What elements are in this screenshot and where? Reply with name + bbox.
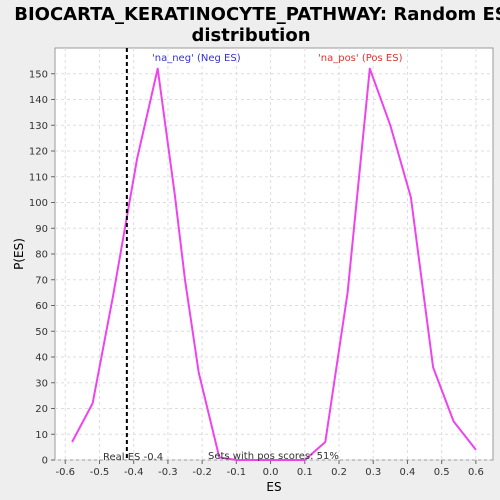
x-tick-label: -0.2 (192, 467, 212, 478)
x-tick-label: 0.0 (263, 467, 279, 478)
y-tick-label: 40 (35, 353, 48, 364)
pos-es-label: 'na_pos' (Pos ES) (318, 53, 403, 64)
y-tick-label: 70 (35, 275, 48, 286)
real-es-label: Real ES -0.4 (103, 452, 163, 463)
y-axis-label: P(ES) (12, 238, 26, 270)
y-tick-label: 30 (35, 378, 48, 389)
y-tick-label: 150 (29, 69, 48, 80)
x-tick-label: -0.6 (56, 467, 76, 478)
x-tick-label: -0.3 (158, 467, 178, 478)
y-tick-label: 60 (35, 301, 48, 312)
x-tick-label: 0.1 (297, 467, 313, 478)
y-tick-label: 110 (29, 172, 48, 183)
x-tick-label: 0.2 (331, 467, 347, 478)
chart-subtitle: distribution (191, 25, 310, 46)
x-axis-label: ES (266, 480, 281, 494)
y-tick-labels: 0 10 20 30 40 50 60 70 80 90 100 110 120 130 140 150 (29, 69, 48, 466)
y-tick-label: 120 (29, 147, 48, 158)
pos-scores-label: Sets with pos scores: 51% (208, 451, 339, 462)
x-tick-label: -0.5 (90, 467, 110, 478)
y-tick-label: 20 (35, 404, 48, 415)
neg-es-label: 'na_neg' (Neg ES) (152, 53, 241, 64)
y-tick-label: 50 (35, 327, 48, 338)
chart-title: BIOCARTA_KERATINOCYTE_PATHWAY: Random ES (14, 4, 500, 25)
x-tick-label: 0.6 (468, 467, 484, 478)
y-tick-label: 80 (35, 250, 48, 261)
x-tick-label: -0.4 (124, 467, 144, 478)
x-tick-labels: -0.6 -0.5 -0.4 -0.3 -0.2 -0.1 0.0 0.1 0.2 0.3 0.4 0… (56, 467, 484, 478)
x-tick-label: 0.5 (434, 467, 450, 478)
x-tick-label: -0.1 (227, 467, 247, 478)
y-tick-label: 100 (29, 198, 48, 209)
y-tick-label: 90 (35, 224, 48, 235)
y-tick-label: 140 (29, 95, 48, 106)
x-tick-label: 0.4 (400, 467, 416, 478)
y-tick-label: 130 (29, 121, 48, 132)
y-tick-label: 10 (35, 430, 48, 441)
y-tick-label: 0 (42, 456, 48, 467)
x-tick-label: 0.3 (365, 467, 381, 478)
